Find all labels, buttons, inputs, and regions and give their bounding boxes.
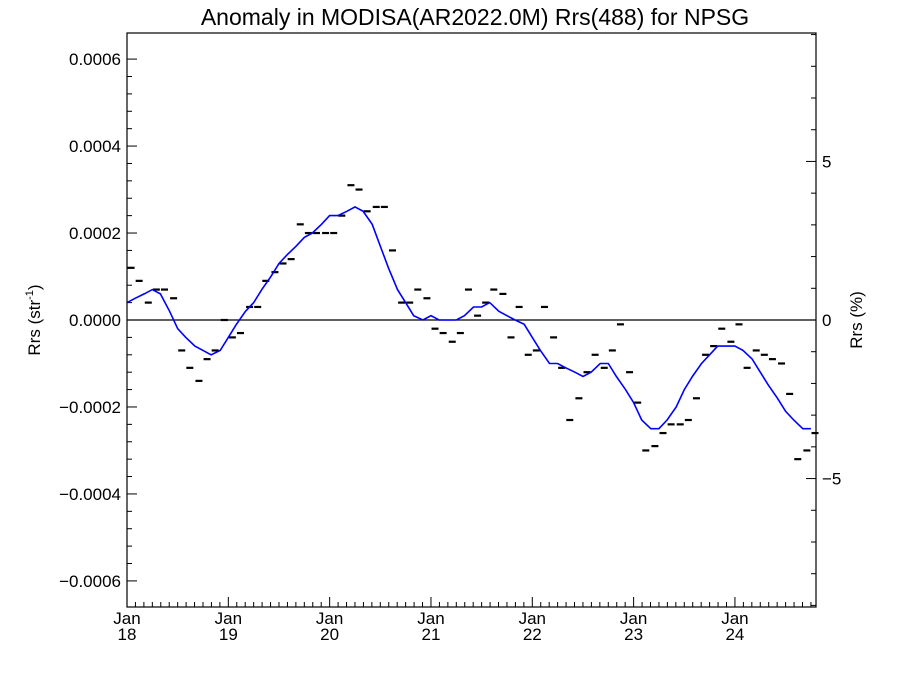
monthly-anomaly-series	[127, 184, 819, 461]
left-y-tick-label: 0.0000	[69, 311, 121, 330]
left-y-tick-label: 0.0002	[69, 224, 121, 243]
x-tick-month-label: Jan	[519, 609, 546, 628]
x-tick-month-label: Jan	[620, 609, 647, 628]
plot-frame	[126, 32, 817, 608]
chart-title: Anomaly in MODISA(AR2022.0M) Rrs(488) fo…	[201, 4, 749, 30]
left-y-axis-label-text: Rrs (str	[25, 300, 44, 356]
left-y-tick-label: −0.0002	[59, 398, 121, 417]
right-y-axis-ticks: −5 0 5	[806, 34, 841, 606]
x-tick-year-label: 18	[118, 625, 137, 644]
left-y-axis-label-close: )	[25, 284, 44, 290]
right-y-tick-label: 5	[822, 152, 831, 171]
x-tick-month-label: Jan	[316, 609, 343, 628]
x-tick-year-label: 23	[624, 625, 643, 644]
x-tick-month-label: Jan	[417, 609, 444, 628]
x-tick-year-label: 24	[725, 625, 744, 644]
left-y-axis-label-superscript: -1	[24, 290, 36, 300]
right-y-tick-label: −5	[822, 470, 841, 489]
running-mean-line	[126, 205, 811, 430]
left-y-tick-label: −0.0006	[59, 572, 121, 591]
x-tick-month-label: Jan	[721, 609, 748, 628]
right-y-axis-label: Rrs (%)	[847, 291, 866, 349]
x-tick-year-label: 20	[320, 625, 339, 644]
left-y-tick-label: 0.0006	[69, 50, 121, 69]
x-tick-month-label: Jan	[113, 609, 140, 628]
left-y-axis-label: Rrs (str-1)	[24, 284, 44, 355]
x-tick-year-label: 19	[219, 625, 238, 644]
x-tick-year-label: 22	[523, 625, 542, 644]
x-tick-month-label: Jan	[215, 609, 242, 628]
x-tick-year-label: 21	[422, 625, 441, 644]
left-y-axis-ticks: −0.0006 −0.0004 −0.0002 0.0000 0.0002 0.0004 0…	[59, 50, 137, 591]
left-y-tick-label: 0.0004	[69, 137, 121, 156]
left-y-tick-label: −0.0004	[59, 485, 121, 504]
right-y-tick-label: 0	[822, 311, 831, 330]
